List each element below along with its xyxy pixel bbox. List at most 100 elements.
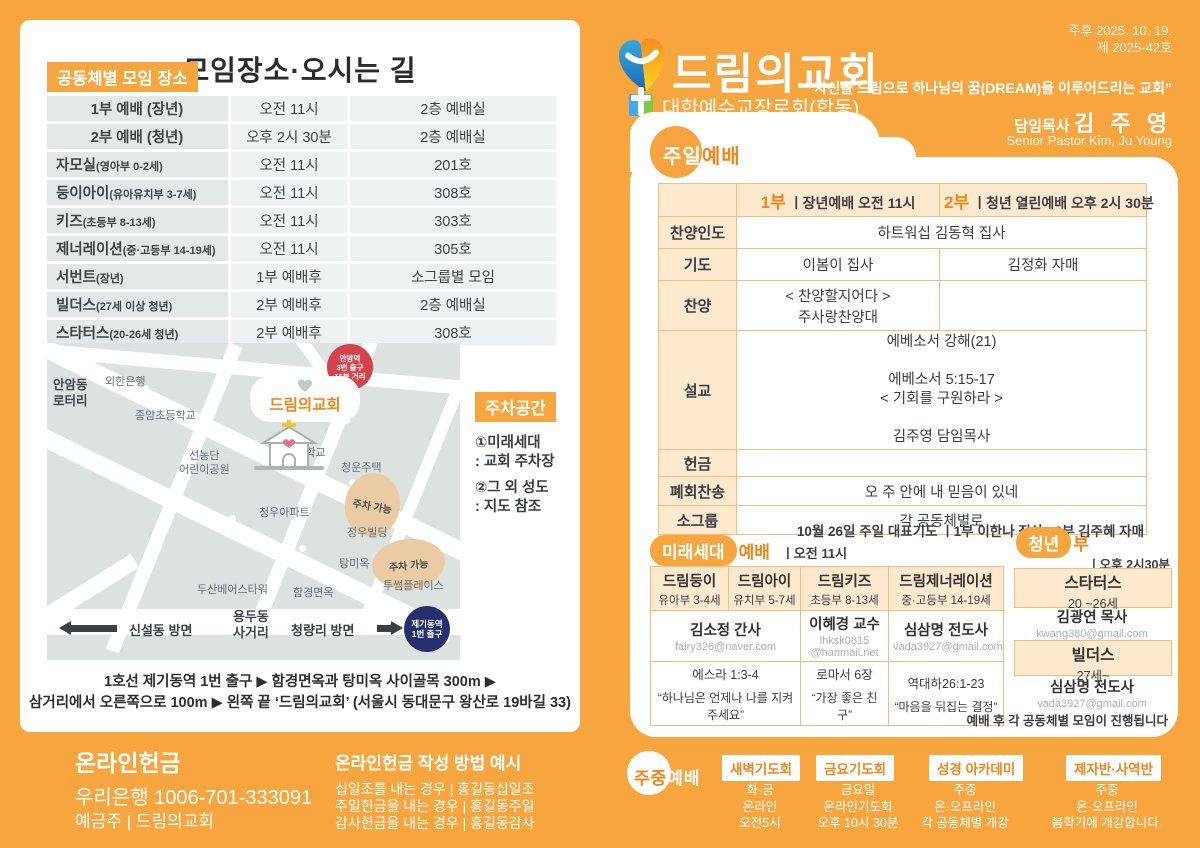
weekday-item-title: 금요기도회 bbox=[816, 755, 895, 781]
right-direction-arrow bbox=[377, 621, 403, 635]
table-row: 찬양인도 하트워십 김동혁 집사 bbox=[658, 216, 1147, 249]
label-part-b: 부 bbox=[1073, 535, 1089, 554]
group-name: 제너레이션 bbox=[56, 242, 123, 258]
label-part-a: 청년 bbox=[1016, 527, 1072, 558]
cell-place: 308호 bbox=[350, 320, 556, 345]
scripture-verse: 에스라 1:3-4 bbox=[692, 668, 759, 682]
cell-time: 오전 11시 bbox=[231, 208, 347, 233]
parking-item-sub: : 지도 참조 bbox=[475, 499, 542, 515]
empty-cell bbox=[939, 280, 1147, 331]
senior-pastor-kr: 담임목사 김 주 영 bbox=[1014, 106, 1172, 138]
map-label: 탕미옥 bbox=[339, 558, 370, 570]
map-label: 투썸플레이스 bbox=[383, 580, 444, 592]
sinseol-direction-label: 신설동 방면 bbox=[129, 623, 193, 638]
map-church-icon bbox=[254, 420, 324, 470]
table-row: 2부 예배 (청년) 오후 2시 30분 2층 예배실 bbox=[47, 124, 556, 149]
map-label: 선농단 어린이공원 bbox=[179, 450, 230, 476]
prayer-2: 김정화 자매 bbox=[939, 248, 1147, 281]
label-part-a: 주중 bbox=[634, 769, 668, 788]
scripture-title: “하나님은 언제나 나를 지켜주세요” bbox=[657, 691, 794, 722]
offering-guide-line: 감사헌금을 내는 경우 | 홍길동감사 bbox=[335, 815, 535, 831]
dept-age: 중·고등부 14-19세 bbox=[901, 594, 991, 607]
dept-name: 드림아이 bbox=[737, 573, 792, 590]
table-row: 헌금 bbox=[658, 449, 1147, 477]
service-2-tag: 2부 bbox=[944, 192, 970, 212]
church-callout-label: 드림의교회 bbox=[269, 397, 341, 414]
arrow-right-icon bbox=[391, 621, 403, 635]
table-row: 찬양 < 찬양할지어다 > 주사랑찬양대 bbox=[658, 280, 1147, 331]
weekday-item-lines: 주중 온·오프라인 각 공동체별 개강 bbox=[921, 783, 1009, 830]
praise-leader: 하트워십 김동혁 집사 bbox=[736, 216, 1147, 249]
corner-cell bbox=[658, 183, 737, 217]
next-week-prayer-note: 10월 26일 주일 대표기도 ㅣ1부 이한나 집사 2부 김주혜 자매 bbox=[796, 524, 1144, 539]
senior-pastor-en: Senior Pastor Kim, Ju Young bbox=[1006, 133, 1173, 148]
cell-place: 305호 bbox=[350, 236, 556, 261]
scripture-cell: 로마서 6장 “가장 좋은 친구” bbox=[800, 661, 889, 726]
location-map: 안암역 3번 출구 15분 거리 드림의교회 주차 가능 주차 가능 안암동 로… bbox=[47, 343, 460, 660]
scripture-verse: 역대하26:1-23 bbox=[907, 676, 985, 691]
page-title: 모임장소·오시는 길 bbox=[183, 54, 417, 86]
cell-place: 201호 bbox=[350, 152, 556, 177]
choir-praise: < 찬양할지어다 > 주사랑찬양대 bbox=[736, 280, 940, 331]
dept-age: 유치부 5-7세 bbox=[733, 594, 796, 607]
map-building-dot bbox=[229, 515, 236, 522]
parking-item-sub: : 교회 주차장 bbox=[475, 454, 555, 470]
service-2-header: 2부 ㅣ청년 열린예배 오후 2시 30분 bbox=[939, 183, 1154, 217]
dept-header: 드림제너레이션 중·고등부 14-19세 bbox=[888, 566, 1004, 611]
staff-email: kwang380@gmail.com bbox=[1036, 628, 1148, 640]
scripture-title: “마음을 뒤집는 결정” bbox=[894, 699, 998, 714]
denomination-cross-icon bbox=[629, 87, 653, 116]
youth-group-box: 빌더스 27세~ bbox=[1014, 640, 1172, 683]
youth-label: 청년 부 bbox=[1016, 527, 1089, 558]
directions-line-1: 1호선 제기동역 1번 출구 ▶ 함경면옥과 탕미옥 사이골목 300m ▶ bbox=[104, 674, 496, 690]
arrow-bar bbox=[377, 624, 391, 632]
offering-guide-line: 주일헌금을 내는 경우 | 홍길동주일 bbox=[335, 798, 535, 814]
row-label: 기도 bbox=[658, 248, 737, 281]
row-label: 설교 bbox=[658, 330, 737, 450]
staff-name: 이혜경 교수 bbox=[809, 617, 880, 633]
cell-place: 2층 예배실 bbox=[350, 292, 556, 317]
group-name: 빌더스 bbox=[1071, 647, 1115, 664]
group-age: (장년) bbox=[96, 273, 124, 285]
staff-email: fairy326@naver.com bbox=[674, 641, 777, 653]
closing-hymn: 오 주 안에 내 믿음이 있네 bbox=[736, 476, 1147, 506]
future-generation-label: 미래세대 예배 ㅣ오전 11시 bbox=[650, 535, 847, 566]
dept-header: 드림둥이 유아부 3-4세 bbox=[650, 566, 729, 611]
arrow-left-icon bbox=[59, 621, 71, 635]
directions-line-2: 삼거리에서 오른쪽으로 100m ▶ 왼쪽 끝 ‘드림의교회’ (서울시 동대문… bbox=[29, 695, 571, 711]
cell-place: 2층 예배실 bbox=[350, 96, 556, 121]
row-label: 폐회찬송 bbox=[658, 476, 737, 506]
group-age: 20 ~26세 bbox=[1067, 597, 1119, 611]
dept-age: 초등부 8-13세 bbox=[810, 594, 879, 607]
group-age: 27세~ bbox=[1076, 669, 1110, 683]
scripture-cell: 역대하26:1-23 “마음을 뒤집는 결정” bbox=[888, 661, 1004, 726]
cell-name: 스타터스(20-26세 청년) bbox=[47, 320, 228, 345]
dept-header: 드림키즈 초등부 8-13세 bbox=[800, 566, 889, 611]
youth-staff: 심삼명 전도사 vada3927@gmail.com bbox=[1014, 676, 1170, 710]
church-logo-icon bbox=[619, 38, 665, 92]
scripture-cell: 에스라 1:3-4 “하나님은 언제나 나를 지켜주세요” bbox=[650, 661, 801, 726]
dept-name: 드림둥이 bbox=[662, 573, 717, 590]
after-worship-note: 예배 후 각 공동체별 모임이 진행됩니다 bbox=[966, 714, 1168, 728]
label-part-b: 예배 bbox=[667, 769, 701, 788]
small-group: 각 공동체별로 bbox=[736, 505, 1147, 535]
online-offering-title: 온라인헌금 bbox=[75, 750, 181, 776]
cell-time: 오전 11시 bbox=[231, 180, 347, 205]
cell-name: 서번트(장년) bbox=[47, 264, 228, 289]
cell-place: 308호 bbox=[350, 180, 556, 205]
bubble-heart-icon bbox=[298, 379, 312, 392]
map-building-dot bbox=[142, 385, 149, 392]
group-age: (27세 이상 청년) bbox=[96, 301, 173, 313]
group-name: 키즈 bbox=[56, 214, 83, 230]
weekday-item-lines: 금요일 온라인기도회 오후 10시 30분 bbox=[817, 783, 899, 830]
cell-time: 2부 예배후 bbox=[231, 292, 347, 317]
map-label: 함경면옥 bbox=[293, 587, 334, 599]
map-label: 정우빌딩 bbox=[347, 527, 388, 539]
left-direction-arrow bbox=[59, 621, 117, 635]
staff-name: 심삼명 전도사 bbox=[1049, 680, 1135, 696]
group-name: 스타터스 bbox=[1064, 575, 1122, 592]
jegidong-station-badge: 제기동역 1번 출구 bbox=[404, 606, 450, 652]
table-row: 설교 에베소서 강해(21) 에베소서 5:15-17 < 기회를 구원하라 >… bbox=[658, 330, 1147, 450]
table-row: 드림둥이 유아부 3-4세 드림아이 유치부 5-7세 드림키즈 초등부 8-13세 … bbox=[650, 566, 1004, 611]
